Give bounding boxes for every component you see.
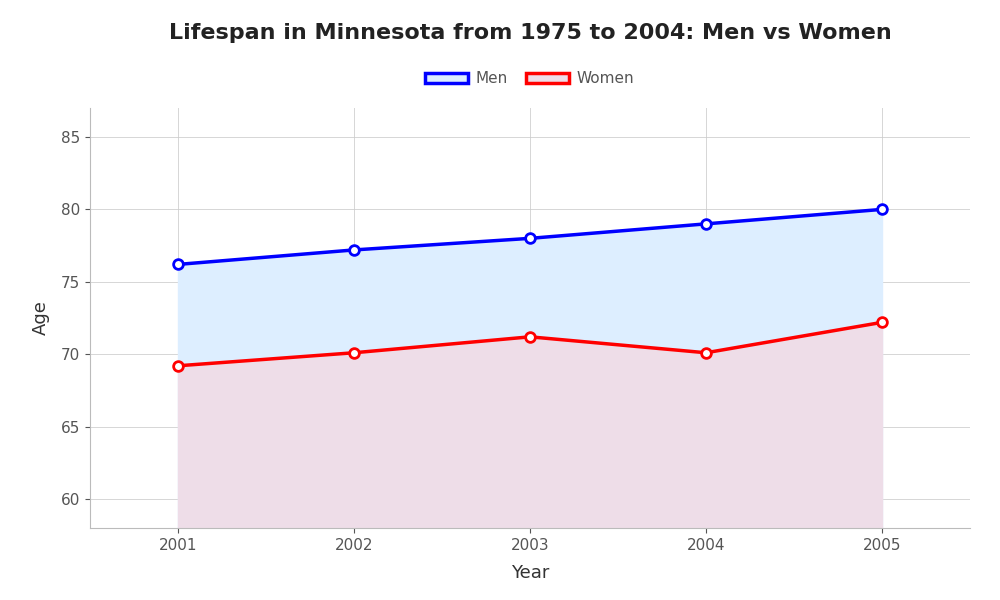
X-axis label: Year: Year <box>511 564 549 582</box>
Title: Lifespan in Minnesota from 1975 to 2004: Men vs Women: Lifespan in Minnesota from 1975 to 2004:… <box>169 23 891 43</box>
Legend: Men, Women: Men, Women <box>419 65 641 92</box>
Y-axis label: Age: Age <box>32 301 50 335</box>
